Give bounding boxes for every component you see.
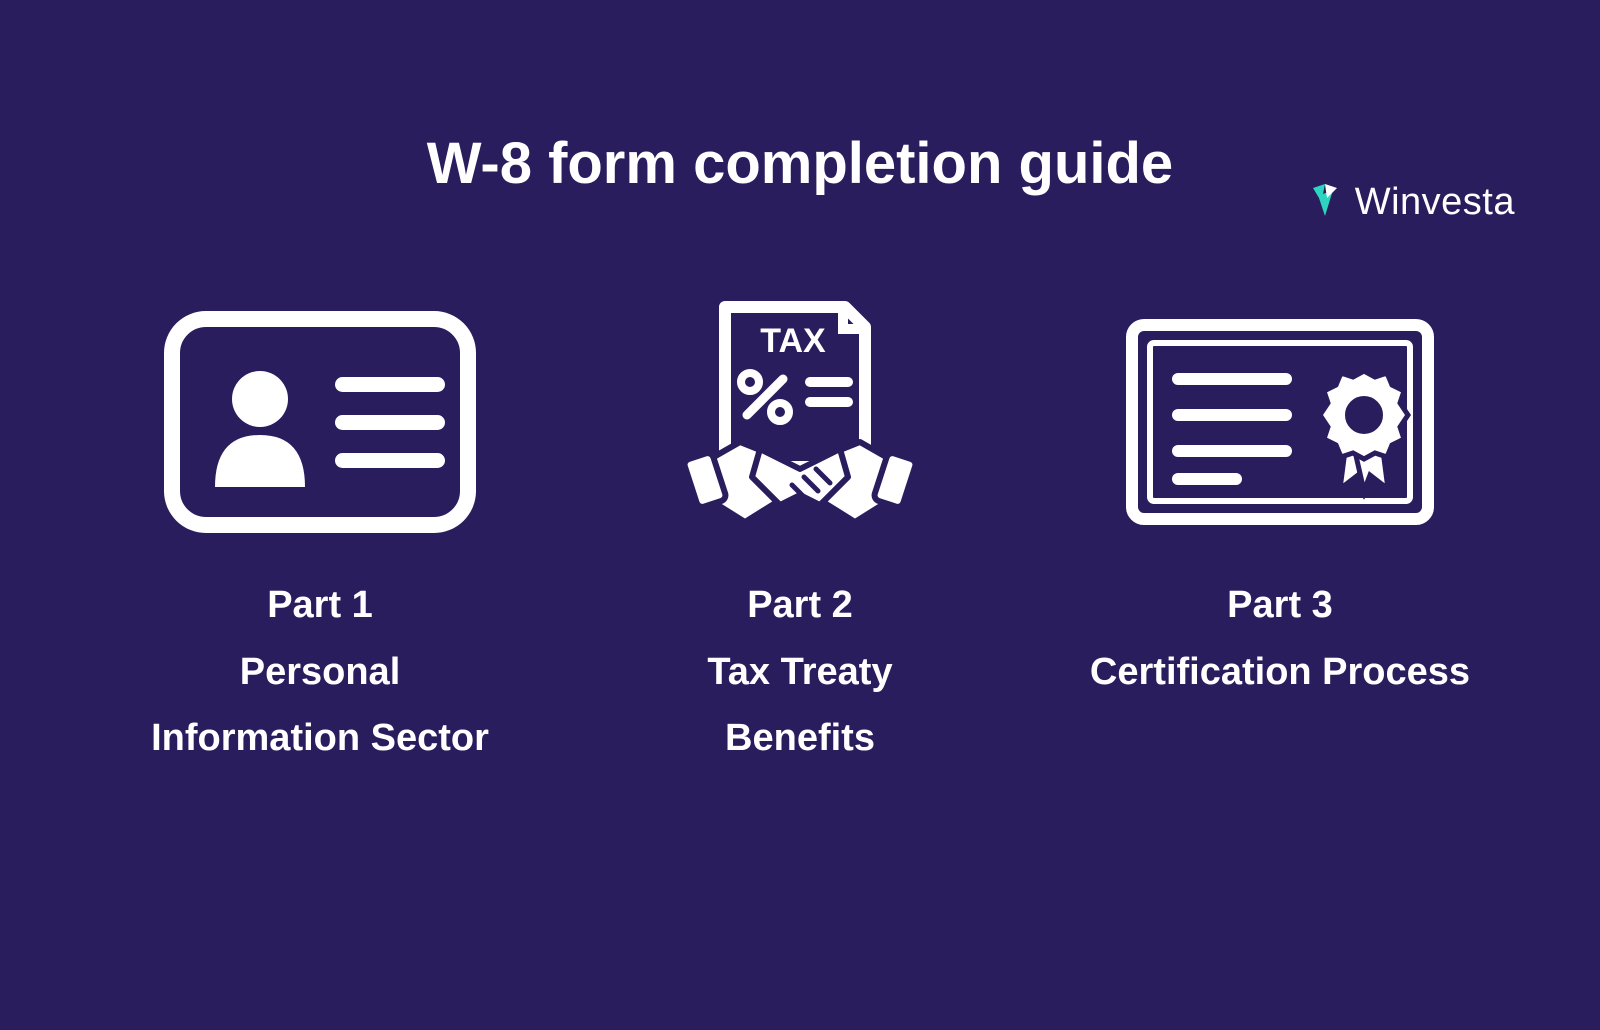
part-line2: Information Sector — [151, 705, 489, 772]
part-number: Part 2 — [707, 572, 892, 639]
part-number: Part 3 — [1090, 572, 1470, 639]
parts-row: Part 1 Personal Information Sector TAX — [0, 297, 1600, 772]
part-label: Part 2 Tax Treaty Benefits — [707, 572, 892, 772]
id-card-icon — [160, 297, 480, 547]
part-line2: Benefits — [707, 705, 892, 772]
part-line1: Certification Process — [1090, 639, 1470, 706]
part-label: Part 1 Personal Information Sector — [151, 572, 489, 772]
svg-text:TAX: TAX — [760, 322, 826, 360]
logo-icon — [1305, 180, 1345, 225]
part-line1: Tax Treaty — [707, 639, 892, 706]
part-number: Part 1 — [151, 572, 489, 639]
part-line1: Personal — [151, 639, 489, 706]
part-label: Part 3 Certification Process — [1090, 572, 1470, 705]
logo-text: Winvesta — [1355, 181, 1515, 224]
part-card: Part 1 Personal Information Sector — [105, 297, 535, 772]
tax-handshake-icon: TAX — [665, 297, 935, 547]
certificate-icon — [1120, 297, 1440, 547]
brand-logo: Winvesta — [1305, 180, 1515, 225]
part-card: Part 3 Certification Process — [1065, 297, 1495, 705]
part-card: TAX — [585, 297, 1015, 772]
